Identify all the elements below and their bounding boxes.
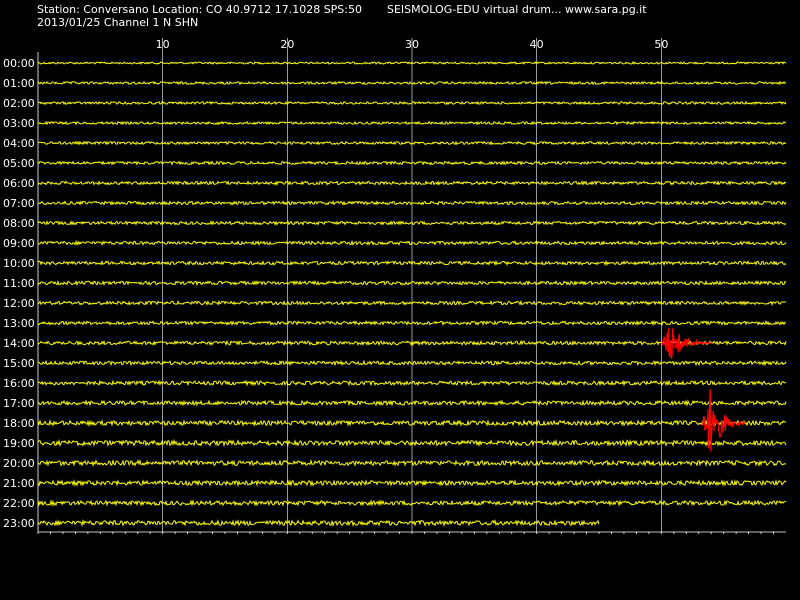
row-time-label: 02:00 (3, 97, 35, 110)
row-time-label: 17:00 (3, 397, 35, 410)
trace-row-01:00 (37, 80, 787, 86)
trace-row-07:00 (37, 200, 787, 206)
trace-row-02:00 (37, 100, 787, 106)
trace-rows (37, 60, 787, 528)
app-title-text: SEISMOLOG-EDU virtual drum... www.sara.p… (387, 3, 647, 16)
trace-row-23:00 (37, 519, 600, 528)
row-time-label: 13:00 (3, 317, 35, 330)
axis-labels: 10 20 30 40 50 00:00 01:00 02:00 03:00 04:00 05:00… (3, 38, 668, 530)
x-tick-label: 50 (654, 38, 668, 51)
trace-row-15:00 (37, 359, 787, 367)
trace-row-20:00 (37, 458, 787, 467)
trace-row-13:00 (37, 319, 787, 327)
row-time-label: 05:00 (3, 157, 35, 170)
row-time-label: 14:00 (3, 337, 35, 350)
event-traces (660, 327, 746, 452)
x-tick-label: 20 (280, 38, 294, 51)
x-tick-label: 40 (530, 38, 544, 51)
date-channel-text: 2013/01/25 Channel 1 N SHN (37, 16, 199, 29)
trace-row-21:00 (37, 478, 787, 487)
row-time-label: 19:00 (3, 437, 35, 450)
row-time-label: 18:00 (3, 417, 35, 430)
trace-row-19:00 (37, 438, 787, 448)
trace-row-18:00 (37, 418, 787, 428)
event-burst-18:00 (701, 389, 746, 452)
trace-row-11:00 (37, 279, 787, 287)
trace-row-14:00 (37, 339, 787, 347)
trace-row-17:00 (37, 399, 787, 407)
row-time-label: 10:00 (3, 257, 35, 270)
row-time-label: 00:00 (3, 57, 35, 70)
trace-row-10:00 (37, 259, 787, 267)
row-time-label: 09:00 (3, 237, 35, 250)
x-tick-label: 30 (405, 38, 419, 51)
trace-row-05:00 (37, 160, 787, 166)
row-time-label: 07:00 (3, 197, 35, 210)
trace-row-06:00 (37, 180, 787, 187)
row-time-label: 22:00 (3, 497, 35, 510)
x-tick-label: 10 (156, 38, 170, 51)
row-time-label: 11:00 (3, 277, 35, 290)
trace-row-03:00 (37, 120, 787, 126)
row-time-label: 01:00 (3, 77, 35, 90)
event-burst-14:00 (660, 327, 712, 359)
row-time-label: 23:00 (3, 517, 35, 530)
trace-row-09:00 (37, 239, 787, 247)
row-time-label: 03:00 (3, 117, 35, 130)
grid-lines (37, 38, 786, 534)
row-time-label: 21:00 (3, 477, 35, 490)
row-time-label: 08:00 (3, 217, 35, 230)
trace-row-12:00 (37, 299, 787, 307)
row-time-label: 04:00 (3, 137, 35, 150)
trace-row-04:00 (37, 140, 786, 146)
row-time-label: 06:00 (3, 177, 35, 190)
station-info-text: Station: Conversano Location: CO 40.9712… (37, 3, 362, 16)
row-time-label: 20:00 (3, 457, 35, 470)
trace-row-16:00 (37, 379, 787, 387)
trace-row-08:00 (37, 220, 787, 226)
row-time-label: 16:00 (3, 377, 35, 390)
trace-row-00:00 (37, 60, 787, 65)
row-time-label: 12:00 (3, 297, 35, 310)
trace-row-22:00 (37, 499, 787, 507)
row-time-label: 15:00 (3, 357, 35, 370)
